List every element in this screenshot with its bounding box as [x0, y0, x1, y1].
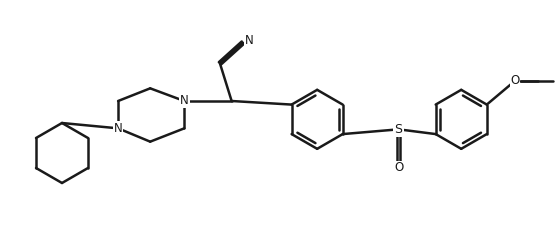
Text: S: S	[395, 123, 403, 136]
Text: N: N	[245, 34, 253, 47]
Text: N: N	[180, 94, 189, 108]
Text: N: N	[114, 122, 123, 135]
Text: O: O	[511, 74, 520, 87]
Text: O: O	[394, 161, 403, 174]
